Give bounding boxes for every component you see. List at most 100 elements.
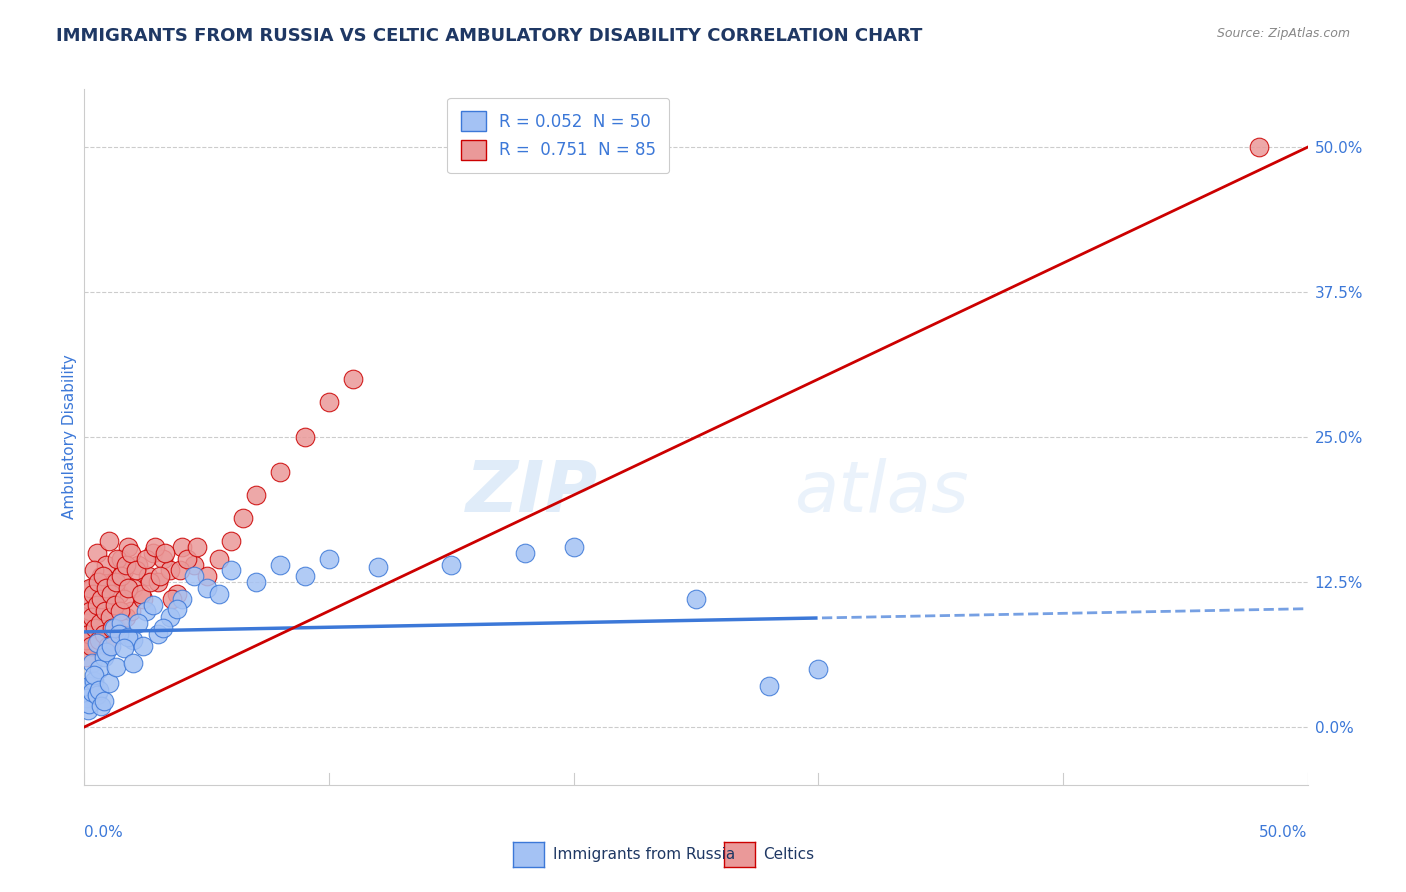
Point: [89, 615, 111, 630]
Text: Immigrants from Russia: Immigrants from Russia: [553, 847, 735, 862]
Point: [758, 680, 780, 694]
Point: [440, 558, 463, 572]
Point: [269, 465, 291, 479]
Point: [139, 574, 162, 589]
Point: [83, 667, 105, 681]
Point: [86, 636, 108, 650]
Point: [80, 685, 103, 699]
Point: [129, 587, 152, 601]
Point: [79, 604, 101, 618]
Point: [86, 546, 108, 560]
Point: [83, 564, 105, 578]
Point: [93, 627, 115, 641]
Point: [110, 615, 132, 630]
Point: [75, 650, 97, 665]
Point: [143, 540, 166, 554]
Point: [172, 592, 194, 607]
Point: [152, 551, 174, 566]
Point: [80, 581, 103, 595]
Point: [97, 676, 120, 690]
Point: [195, 581, 218, 595]
Text: ZIP: ZIP: [465, 458, 598, 527]
Point: [318, 551, 340, 566]
Point: [318, 395, 340, 409]
Point: [219, 534, 242, 549]
Point: [136, 569, 159, 583]
Point: [80, 639, 103, 653]
Point: [562, 540, 585, 554]
Point: [105, 551, 128, 566]
Point: [94, 604, 117, 618]
Point: [117, 630, 139, 644]
Point: [245, 488, 267, 502]
Point: [208, 587, 231, 601]
Point: [77, 697, 100, 711]
Point: [76, 627, 98, 641]
Point: [100, 639, 122, 653]
Point: [176, 551, 198, 566]
Point: [101, 621, 124, 635]
Point: [83, 673, 105, 688]
Point: [107, 587, 129, 601]
Point: [87, 662, 110, 676]
Point: [183, 569, 205, 583]
Point: [685, 592, 707, 607]
Point: [127, 615, 149, 630]
Point: [104, 598, 127, 612]
Point: [97, 534, 120, 549]
Point: [513, 546, 536, 560]
Point: [93, 694, 115, 708]
Point: [122, 581, 145, 595]
Point: [208, 551, 231, 566]
Point: [91, 569, 114, 583]
Point: [1247, 140, 1270, 154]
Point: [105, 659, 128, 673]
Point: [87, 633, 110, 648]
Point: [172, 540, 194, 554]
Point: [219, 564, 242, 578]
Point: [96, 644, 118, 658]
Point: [122, 657, 145, 671]
Point: [97, 639, 120, 653]
Point: [342, 372, 364, 386]
Point: [120, 604, 142, 618]
Point: [132, 639, 155, 653]
Point: [76, 690, 98, 705]
Point: [120, 546, 142, 560]
Point: [166, 587, 188, 601]
Point: [105, 574, 128, 589]
Point: [96, 581, 118, 595]
Point: [90, 569, 112, 583]
Point: [162, 592, 184, 607]
Point: [183, 558, 205, 572]
Text: 0.0%: 0.0%: [84, 825, 124, 840]
Point: [115, 558, 138, 572]
Point: [80, 657, 103, 671]
Point: [294, 430, 316, 444]
Point: [108, 604, 131, 618]
Legend: R = 0.052  N = 50, R =  0.751  N = 85: R = 0.052 N = 50, R = 0.751 N = 85: [447, 97, 669, 173]
Text: Celtics: Celtics: [763, 847, 814, 862]
Point: [146, 574, 169, 589]
Point: [82, 587, 104, 601]
Point: [103, 621, 125, 635]
Point: [112, 592, 135, 607]
Point: [807, 662, 830, 676]
Point: [93, 650, 115, 665]
Point: [86, 598, 108, 612]
Point: [98, 610, 121, 624]
Y-axis label: Ambulatory Disability: Ambulatory Disability: [62, 355, 77, 519]
Point: [232, 511, 254, 525]
Point: [135, 604, 157, 618]
Point: [169, 564, 191, 578]
Point: [110, 569, 132, 583]
Point: [149, 569, 172, 583]
Point: [146, 627, 169, 641]
Point: [117, 581, 139, 595]
Point: [84, 621, 107, 635]
Point: [77, 703, 100, 717]
Point: [166, 601, 188, 615]
Point: [125, 564, 148, 578]
Point: [100, 598, 122, 612]
Point: [110, 551, 132, 566]
